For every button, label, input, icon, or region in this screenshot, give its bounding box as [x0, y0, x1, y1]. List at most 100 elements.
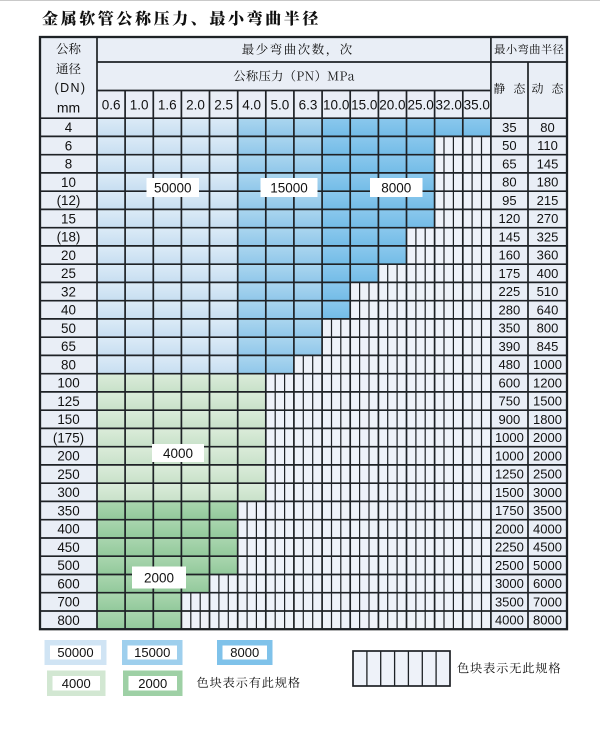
svg-text:1500: 1500	[533, 394, 562, 409]
svg-text:(175): (175)	[53, 430, 84, 445]
svg-text:80: 80	[502, 175, 516, 190]
svg-text:360: 360	[537, 248, 559, 263]
svg-text:65: 65	[61, 339, 76, 354]
svg-text:15000: 15000	[134, 645, 170, 660]
svg-text:3500: 3500	[533, 503, 562, 518]
svg-text:4.0: 4.0	[242, 97, 261, 112]
svg-text:350: 350	[57, 503, 79, 518]
svg-text:32.0: 32.0	[436, 97, 462, 112]
svg-text:35.0: 35.0	[464, 97, 490, 112]
svg-text:4000: 4000	[163, 446, 193, 461]
svg-text:160: 160	[499, 248, 521, 263]
svg-text:125: 125	[57, 394, 79, 409]
svg-text:640: 640	[537, 302, 559, 317]
svg-text:3000: 3000	[533, 485, 562, 500]
svg-text:390: 390	[499, 339, 521, 354]
svg-text:6: 6	[65, 138, 72, 153]
svg-text:50: 50	[61, 321, 76, 336]
svg-text:65: 65	[502, 156, 516, 171]
svg-text:600: 600	[499, 375, 521, 390]
svg-text:6000: 6000	[533, 576, 562, 591]
svg-text:2500: 2500	[495, 558, 524, 573]
svg-text:845: 845	[537, 339, 559, 354]
svg-text:3000: 3000	[495, 576, 524, 591]
svg-text:350: 350	[499, 321, 521, 336]
svg-text:10: 10	[61, 175, 76, 190]
svg-text:1200: 1200	[533, 375, 562, 390]
svg-text:2000: 2000	[138, 676, 167, 691]
svg-text:600: 600	[57, 576, 79, 591]
svg-text:20: 20	[61, 248, 76, 263]
svg-text:1750: 1750	[495, 503, 524, 518]
svg-text:8000: 8000	[381, 180, 411, 195]
svg-text:6.3: 6.3	[299, 97, 318, 112]
svg-text:80: 80	[540, 120, 554, 135]
svg-text:50: 50	[502, 138, 516, 153]
svg-text:2000: 2000	[533, 448, 562, 463]
svg-text:35: 35	[502, 120, 516, 135]
svg-text:150: 150	[57, 412, 79, 427]
svg-text:1500: 1500	[495, 485, 524, 500]
svg-text:1250: 1250	[495, 467, 524, 482]
svg-text:280: 280	[499, 302, 521, 317]
svg-text:15.0: 15.0	[351, 97, 377, 112]
svg-text:40: 40	[61, 303, 76, 318]
svg-text:4000: 4000	[62, 676, 91, 691]
svg-text:mm: mm	[57, 99, 80, 115]
svg-text:400: 400	[537, 266, 559, 281]
svg-text:180: 180	[537, 175, 559, 190]
svg-text:2000: 2000	[144, 570, 174, 585]
svg-text:400: 400	[57, 522, 79, 537]
svg-text:2.5: 2.5	[214, 97, 233, 112]
svg-text:4000: 4000	[533, 521, 562, 536]
svg-text:15000: 15000	[270, 180, 308, 195]
svg-text:750: 750	[499, 394, 521, 409]
svg-text:1000: 1000	[495, 430, 524, 445]
svg-text:1000: 1000	[495, 448, 524, 463]
svg-text:215: 215	[537, 193, 559, 208]
svg-text:25: 25	[61, 266, 76, 281]
svg-text:4000: 4000	[495, 613, 524, 628]
svg-text:2000: 2000	[533, 430, 562, 445]
svg-text:480: 480	[499, 357, 521, 372]
svg-text:20.0: 20.0	[379, 97, 405, 112]
svg-text:1.0: 1.0	[130, 97, 149, 112]
svg-text:0.6: 0.6	[102, 97, 121, 112]
svg-text:225: 225	[499, 284, 521, 299]
svg-text:25.0: 25.0	[407, 97, 433, 112]
svg-text:500: 500	[57, 558, 79, 573]
svg-text:(DN): (DN)	[55, 81, 87, 95]
svg-text:2500: 2500	[533, 467, 562, 482]
svg-text:80: 80	[61, 357, 76, 372]
svg-text:510: 510	[537, 284, 559, 299]
svg-text:95: 95	[502, 193, 516, 208]
svg-text:145: 145	[499, 229, 521, 244]
svg-text:1000: 1000	[533, 357, 562, 372]
svg-text:50000: 50000	[154, 180, 192, 195]
svg-text:700: 700	[57, 595, 79, 610]
svg-text:175: 175	[499, 266, 521, 281]
svg-text:8: 8	[65, 157, 72, 172]
svg-text:4: 4	[65, 120, 73, 135]
svg-text:(12): (12)	[57, 193, 81, 208]
svg-text:450: 450	[57, 540, 79, 555]
svg-text:1.6: 1.6	[158, 97, 177, 112]
svg-text:10.0: 10.0	[323, 97, 349, 112]
svg-text:800: 800	[57, 613, 79, 628]
svg-text:110: 110	[537, 138, 558, 153]
svg-text:7000: 7000	[533, 594, 562, 609]
svg-text:3500: 3500	[495, 594, 524, 609]
svg-text:5.0: 5.0	[271, 97, 290, 112]
svg-text:325: 325	[537, 229, 559, 244]
svg-text:2000: 2000	[495, 521, 524, 536]
svg-text:250: 250	[57, 467, 79, 482]
svg-text:200: 200	[57, 449, 79, 464]
svg-text:800: 800	[537, 321, 559, 336]
svg-text:900: 900	[499, 412, 521, 427]
svg-text:32: 32	[61, 284, 76, 299]
svg-text:15: 15	[61, 211, 76, 226]
svg-text:270: 270	[537, 211, 559, 226]
svg-text:300: 300	[57, 485, 79, 500]
svg-text:5000: 5000	[533, 558, 562, 573]
svg-text:8000: 8000	[230, 645, 259, 660]
